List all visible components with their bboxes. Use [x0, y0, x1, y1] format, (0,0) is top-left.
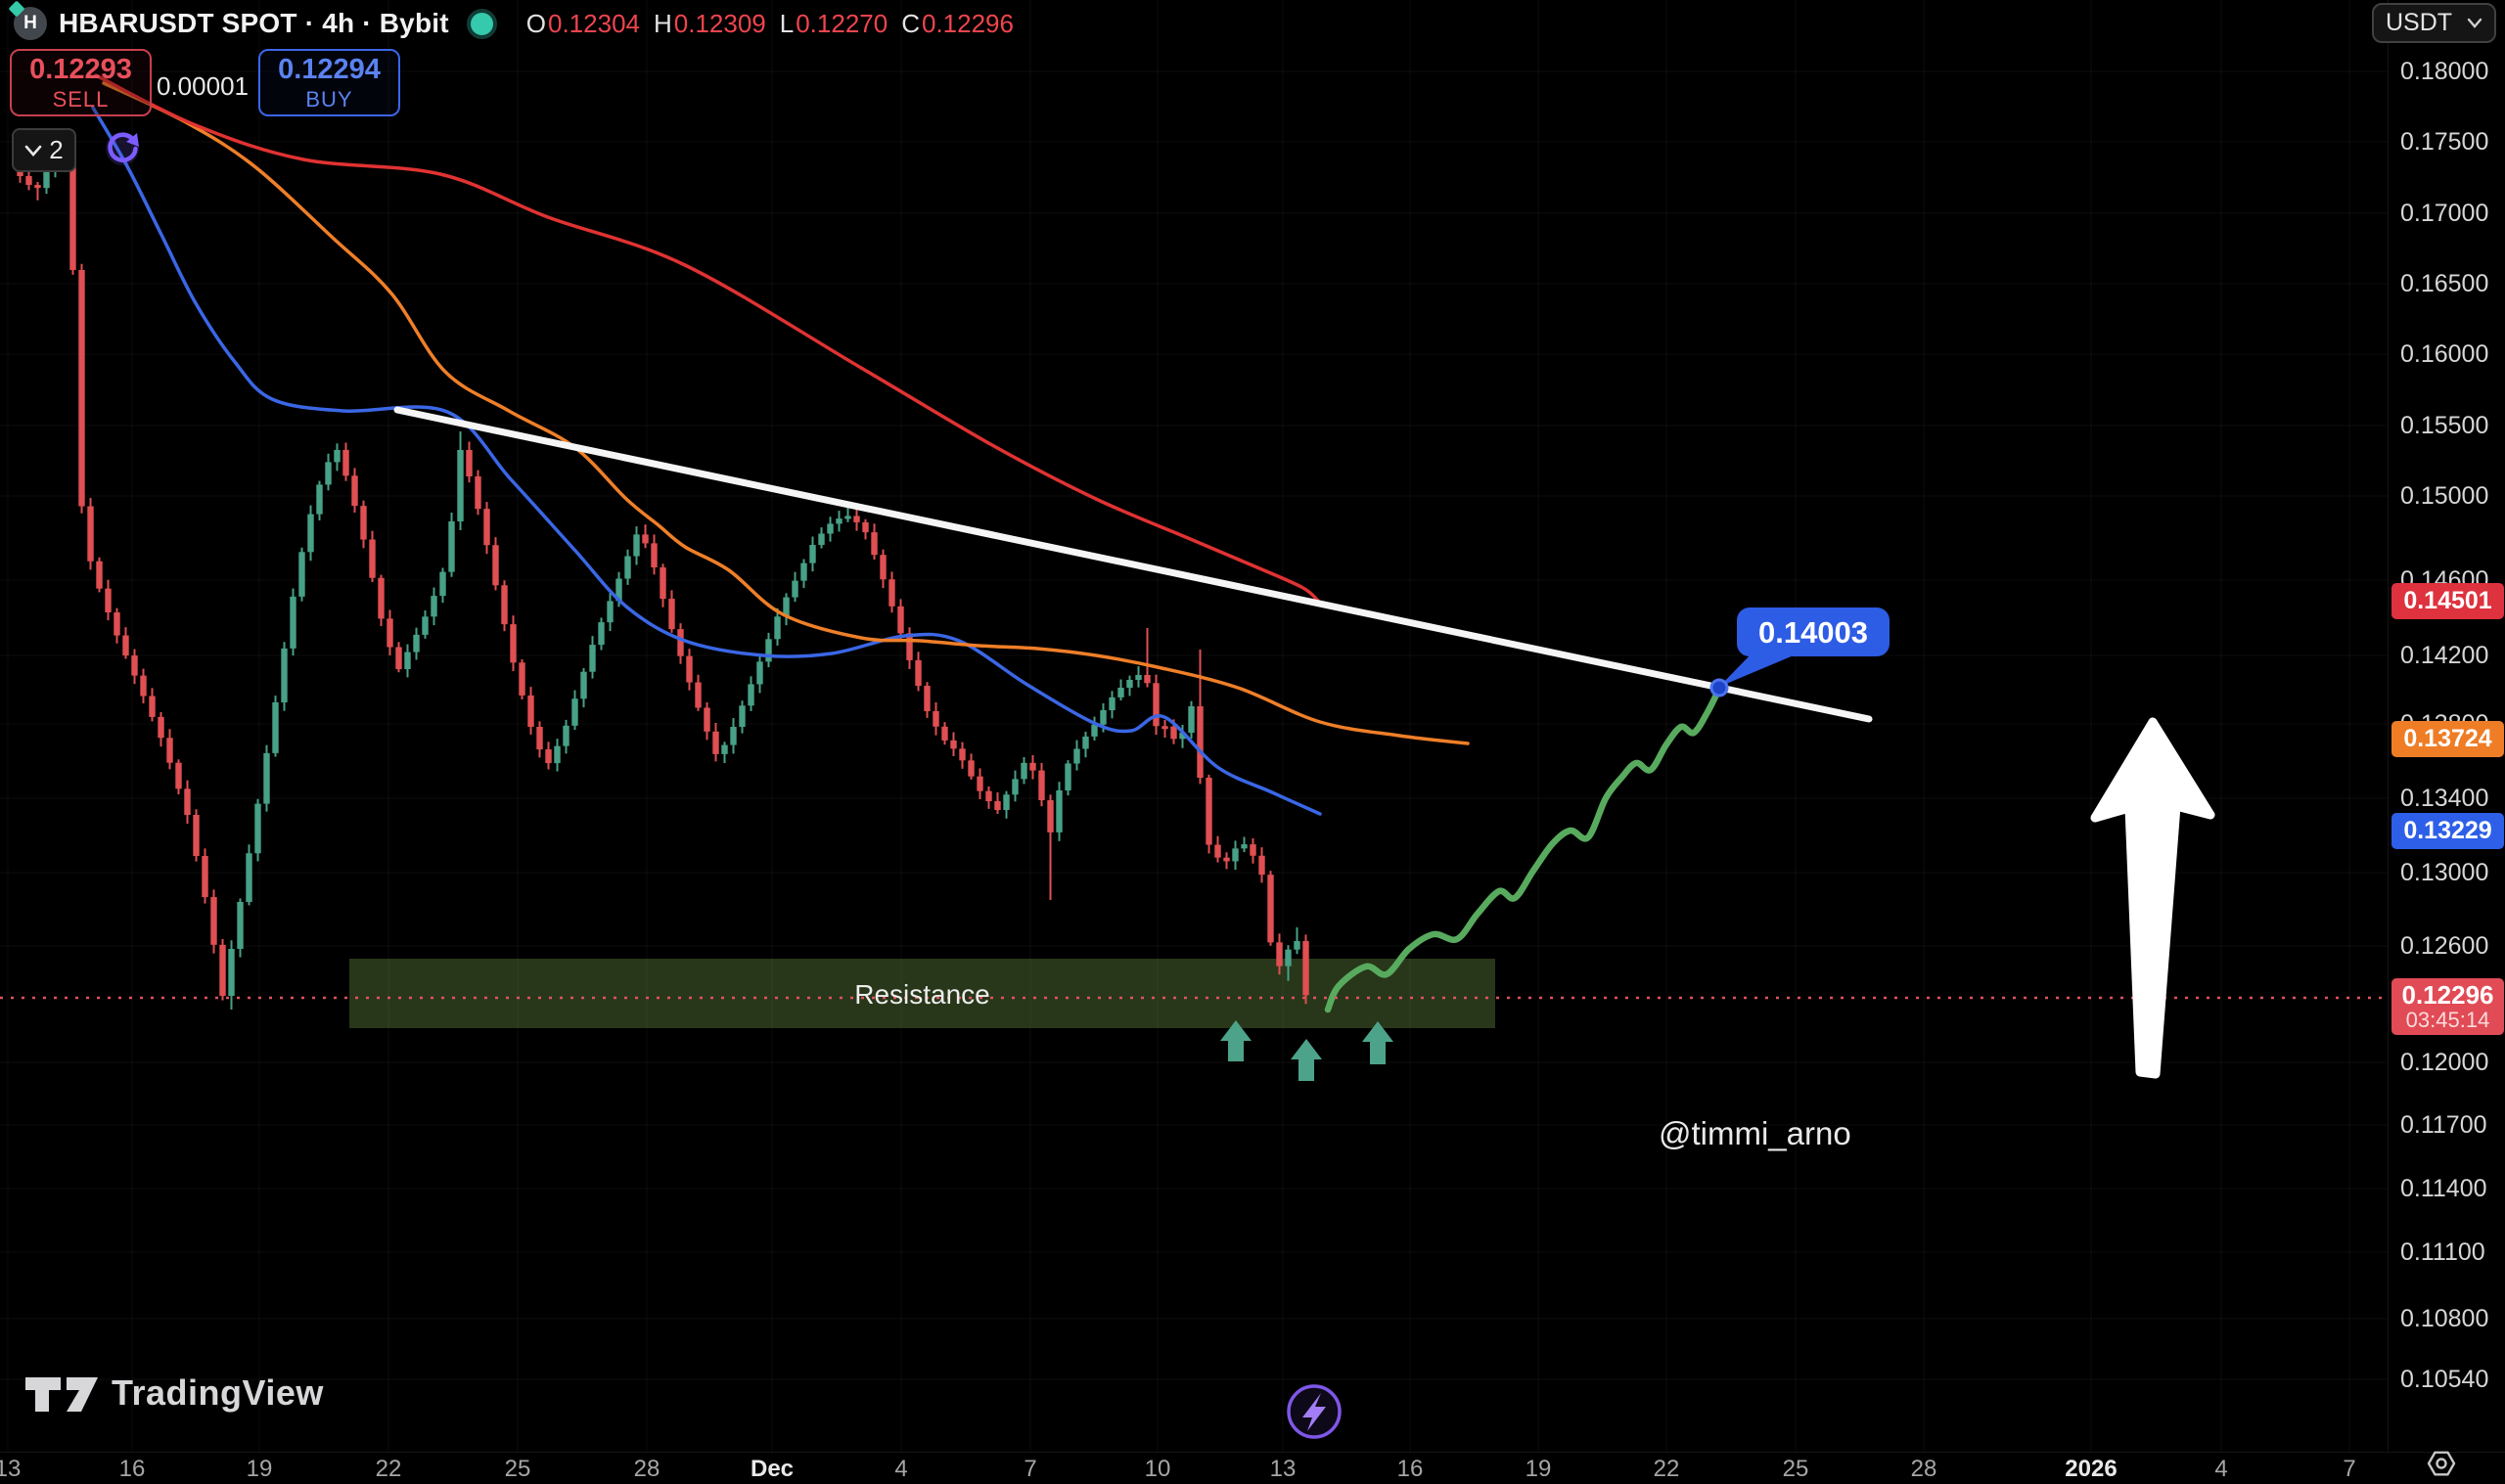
open-value: 0.12304: [548, 8, 640, 38]
price-tick: 0.12600: [2400, 932, 2489, 960]
time-tick: 22: [375, 1456, 402, 1482]
price-tick: 0.12000: [2400, 1049, 2489, 1076]
ma-red-line: [94, 73, 1320, 603]
current-price-value: 0.12296: [2401, 980, 2494, 1010]
time-tick: 28: [633, 1456, 660, 1482]
flash-icon[interactable]: [1287, 1384, 1342, 1439]
time-tick: 22: [1653, 1456, 1680, 1482]
descending-trendline[interactable]: [393, 406, 1873, 723]
sync-icon[interactable]: [106, 132, 139, 165]
price-tick: 0.16500: [2400, 270, 2489, 297]
current-price-chip: 0.12296 03:45:14: [2391, 978, 2504, 1035]
time-tick: 13: [0, 1456, 22, 1482]
tradingview-logo[interactable]: TradingView: [23, 1372, 324, 1415]
bars-chip-value: 2: [49, 135, 64, 164]
time-tick: 16: [118, 1456, 146, 1482]
symbol-letter: H: [23, 13, 37, 33]
indicator-price-chip: 0.13724: [2391, 721, 2504, 757]
sell-price: 0.12293: [29, 53, 132, 85]
indicator-price-chip: 0.14501: [2391, 583, 2504, 619]
price-tick: 0.10540: [2400, 1366, 2489, 1393]
price-tick: 0.14200: [2400, 642, 2489, 669]
chart-legend: H HBARUSDT SPOT · 4h · Bybit O0.12304 H0…: [8, 0, 1014, 41]
open-label: O: [525, 8, 546, 38]
sell-button[interactable]: 0.12293 SELL: [10, 49, 152, 116]
resistance-zone-label[interactable]: Resistance: [854, 979, 990, 1010]
time-tick: 25: [504, 1456, 531, 1482]
grid: [0, 0, 2388, 1452]
time-tick: 7: [1024, 1456, 1037, 1482]
bar-countdown: 03:45:14: [2405, 1008, 2490, 1032]
price-tick: 0.11100: [2400, 1238, 2485, 1266]
bar-interval-chip[interactable]: 2: [12, 128, 76, 172]
buy-button[interactable]: 0.12294 BUY: [258, 49, 400, 116]
price-tick: 0.18000: [2400, 58, 2489, 85]
ohlc-values: O0.12304 H0.12309 L0.12270 C0.12296: [513, 9, 1014, 39]
close-label: C: [901, 8, 920, 38]
candlesticks: [17, 129, 1309, 1010]
high-label: H: [653, 8, 672, 38]
ma-blue-line: [91, 106, 1322, 816]
tradingview-mark-icon: [25, 1377, 98, 1412]
price-target-callout[interactable]: 0.14003: [1719, 607, 1890, 687]
time-tick: 25: [1782, 1456, 1809, 1482]
market-status-dot[interactable]: [466, 8, 497, 39]
low-label: L: [779, 8, 795, 38]
buy-signal-arrow[interactable]: [1220, 1020, 1252, 1061]
buy-signal-arrow[interactable]: [1362, 1021, 1393, 1064]
time-tick: 4: [2214, 1456, 2228, 1482]
tradingview-wordmark: TradingView: [112, 1372, 324, 1413]
symbol-logo[interactable]: H: [8, 0, 47, 40]
currency-toggle-button[interactable]: USDT: [2372, 3, 2496, 43]
time-tick: 19: [246, 1456, 273, 1482]
low-value: 0.12270: [796, 8, 888, 38]
ma-orange-line: [102, 81, 1470, 745]
currency-label: USDT: [2386, 9, 2453, 36]
price-tick: 0.11400: [2400, 1175, 2487, 1202]
price-tick: 0.17000: [2400, 200, 2489, 227]
price-tick: 0.13000: [2400, 859, 2489, 886]
gear-icon[interactable]: [2427, 1451, 2456, 1476]
sell-label: SELL: [52, 86, 110, 112]
price-tick: 0.13400: [2400, 785, 2489, 812]
indicator-price-chip: 0.13229: [2391, 813, 2504, 849]
trendline-anchor-dot[interactable]: [1709, 678, 1729, 697]
buy-label: BUY: [305, 86, 353, 112]
price-tick: 0.17500: [2400, 128, 2489, 156]
price-tick: 0.15000: [2400, 482, 2489, 510]
price-target-value: 0.14003: [1758, 615, 1868, 650]
buy-signal-arrow[interactable]: [1291, 1039, 1322, 1081]
chevron-down-icon: [24, 145, 42, 157]
time-tick: 19: [1525, 1456, 1552, 1482]
time-tick: 28: [1910, 1456, 1937, 1482]
buy-price: 0.12294: [278, 53, 381, 85]
price-tick: 0.15500: [2400, 412, 2489, 439]
close-value: 0.12296: [921, 8, 1014, 38]
time-tick: 2026: [2065, 1456, 2118, 1482]
symbol-title[interactable]: HBARUSDT SPOT · 4h · Bybit: [59, 8, 449, 38]
price-tick: 0.10800: [2400, 1305, 2489, 1332]
projection-path[interactable]: [1324, 685, 1723, 1013]
time-axis[interactable]: 13 16 19 22 25 28 Dec 4 7 10 13 16 19 22 25 28 2026 4 7: [0, 1452, 2505, 1484]
spread-value: 0.00001: [157, 71, 249, 101]
price-tick: 0.16000: [2400, 340, 2489, 368]
high-value: 0.12309: [673, 8, 766, 38]
author-watermark: @timmi_arno: [1659, 1115, 1851, 1151]
price-axis[interactable]: 0.12296 03:45:14 0.18000 0.17500 0.17000 0.…: [2388, 0, 2505, 1452]
time-tick: 13: [1269, 1456, 1297, 1482]
time-tick: 7: [2343, 1456, 2356, 1482]
price-tick: 0.11700: [2400, 1111, 2487, 1139]
time-tick: Dec: [750, 1456, 795, 1482]
time-tick: 4: [894, 1456, 908, 1482]
big-up-arrow[interactable]: [2090, 717, 2215, 1079]
time-tick: 16: [1396, 1456, 1424, 1482]
chevron-down-icon: [2467, 18, 2482, 28]
time-tick: 10: [1144, 1456, 1171, 1482]
